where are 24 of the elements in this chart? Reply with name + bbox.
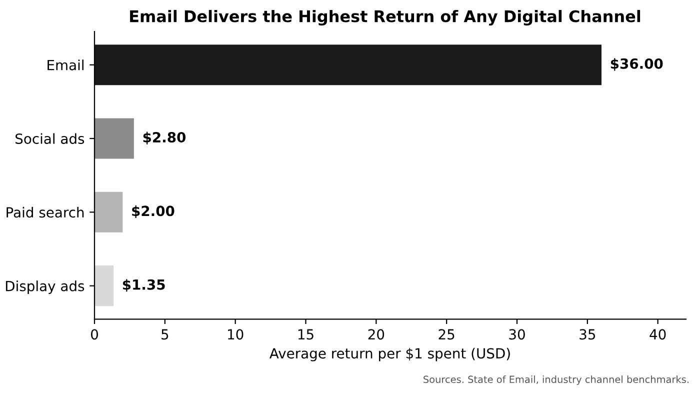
y-tick-label: Display ads: [6, 280, 84, 294]
x-tick-label: 0: [90, 329, 98, 340]
x-tick-label: 25: [438, 329, 454, 340]
x-tick-label: 10: [228, 329, 244, 340]
x-tick-label: 15: [298, 329, 314, 340]
source-note: Sources. State of Email, industry channel benchmarks.: [424, 376, 688, 385]
data-label: $36.00: [610, 58, 663, 71]
x-tick-label: 20: [368, 329, 384, 340]
y-tick-label: Email: [48, 60, 84, 70]
x-tick-label: 40: [650, 329, 666, 340]
bar: [94, 118, 134, 159]
bar: [94, 44, 602, 86]
x-axis-title: Average return per $1 spent (USD): [270, 348, 510, 362]
data-label: $2.00: [132, 205, 174, 218]
bar: [94, 266, 114, 306]
chart-title: Email Delivers the Highest Return of Any Digital Channel: [130, 10, 640, 26]
x-tick-label: 35: [580, 329, 596, 340]
bar: [94, 192, 123, 232]
x-tick-label: 5: [162, 329, 168, 340]
data-label: $1.35: [122, 279, 165, 292]
y-tick-label: Paid search: [6, 206, 84, 218]
y-tick-label: Social ads: [16, 133, 84, 144]
x-tick-label: 30: [509, 329, 525, 340]
data-label: $2.80: [143, 132, 186, 144]
